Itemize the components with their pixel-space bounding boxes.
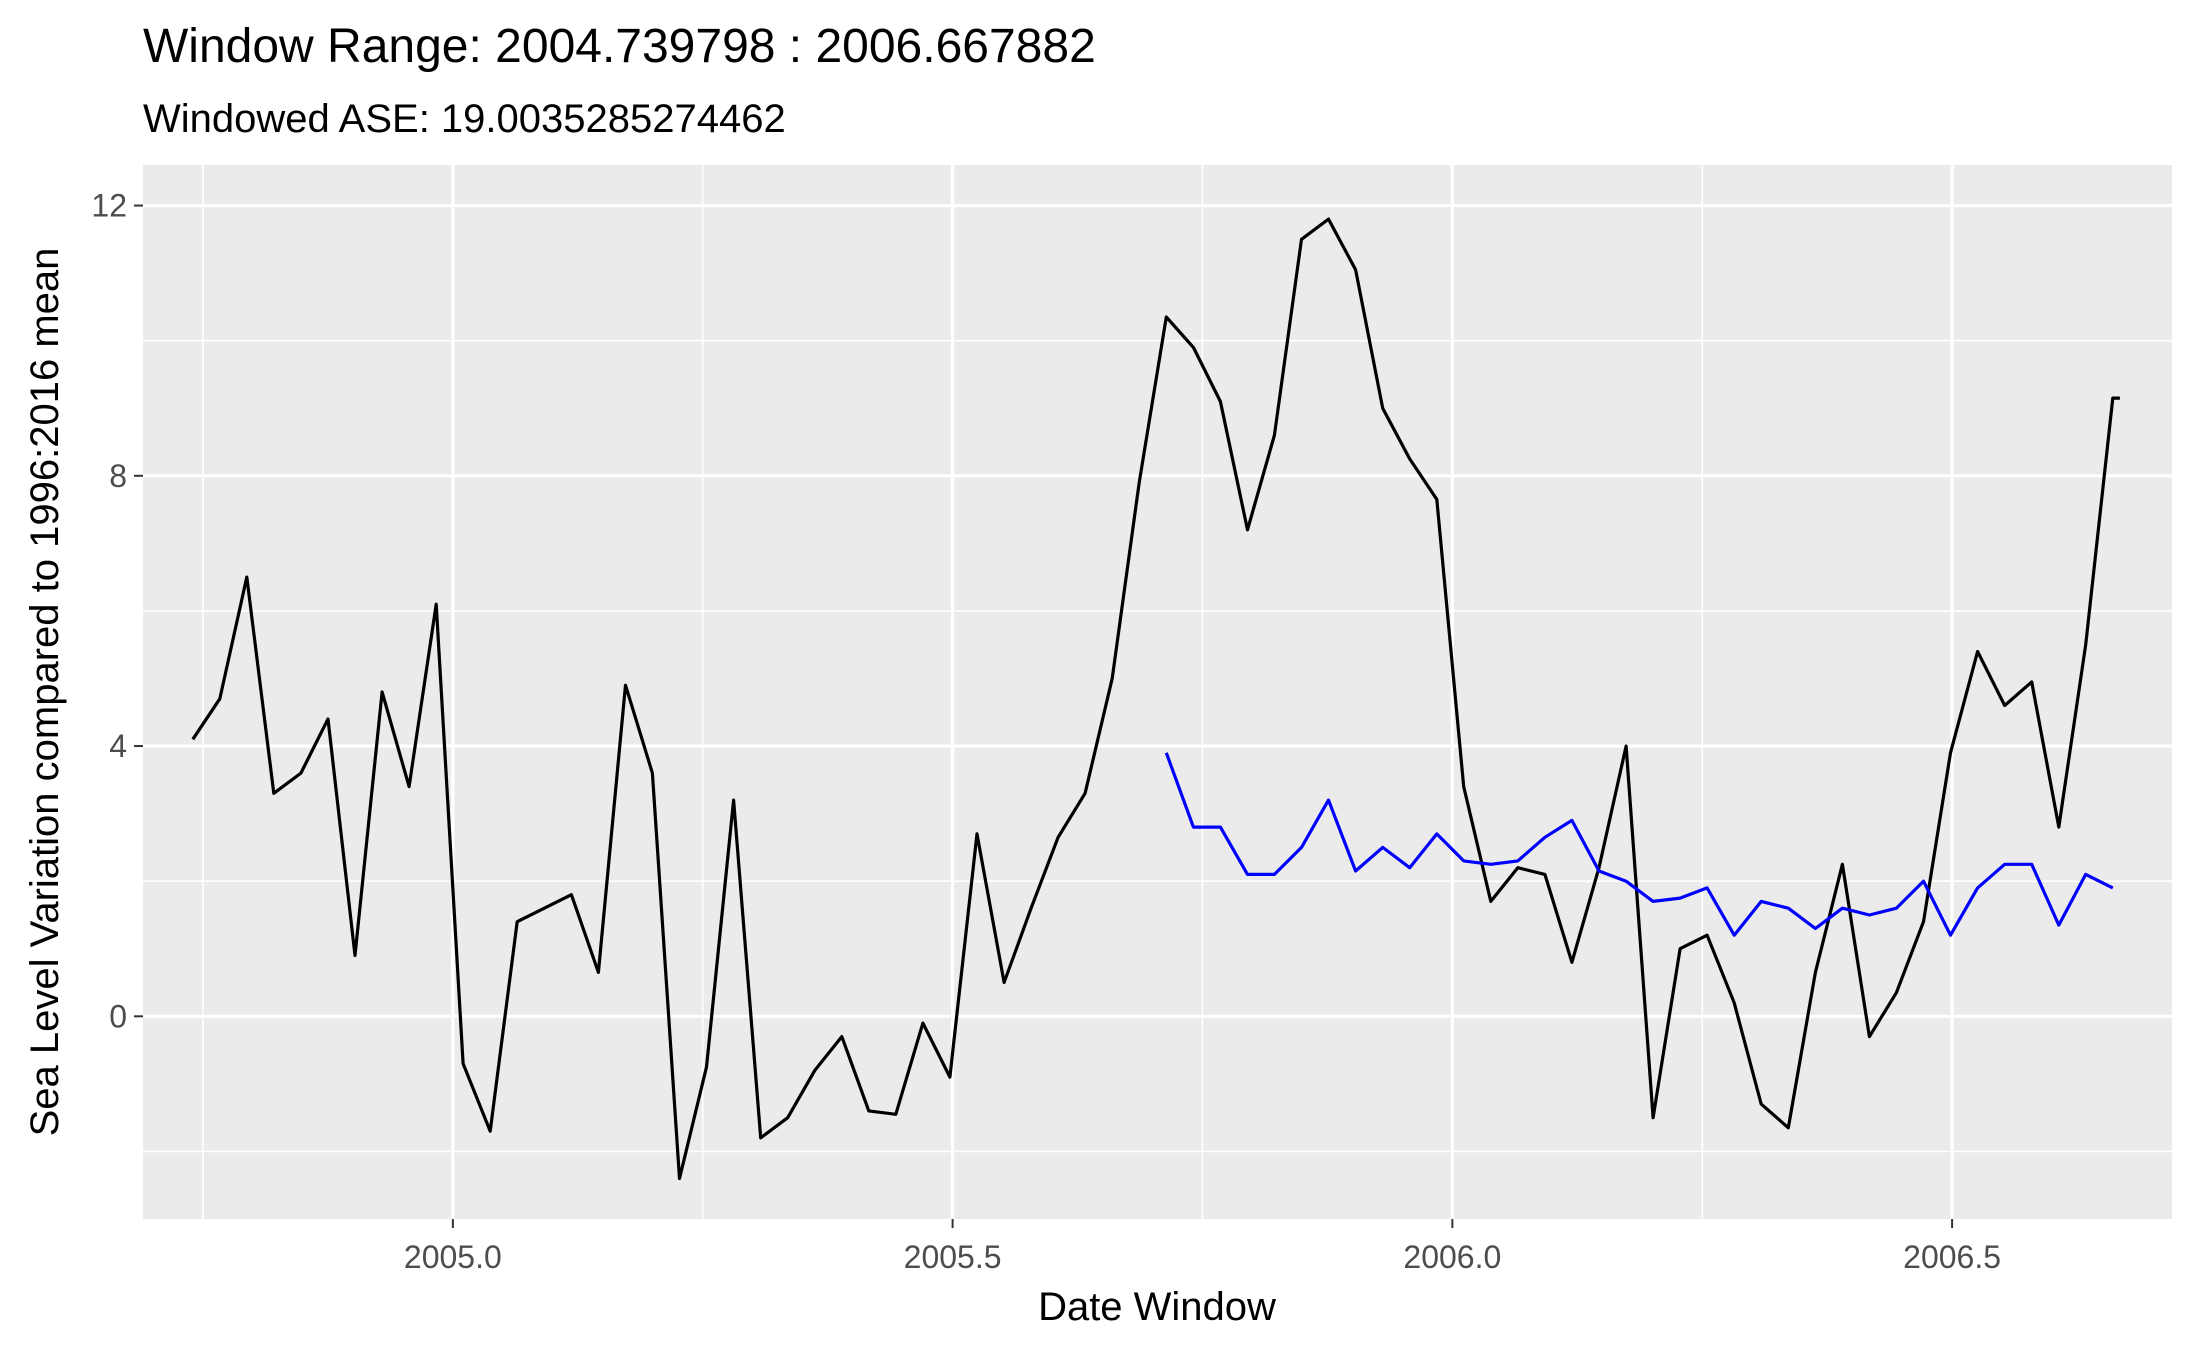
x-tick-label: 2005.5 (904, 1239, 1002, 1275)
y-axis-title: Sea Level Variation compared to 1996:201… (23, 248, 67, 1137)
y-tick-label: 12 (91, 188, 127, 224)
series-lines (191, 217, 2120, 1181)
x-axis-title: Date Window (1038, 1285, 1276, 1329)
y-tick-label: 0 (109, 998, 127, 1034)
y-tick-label: 4 (109, 728, 127, 764)
series-line-1 (191, 217, 2120, 1181)
x-tick-label: 2006.0 (1403, 1239, 1501, 1275)
x-tick-label: 2006.5 (1903, 1239, 2001, 1275)
chart-subtitle: Windowed ASE: 19.0035285274462 (143, 97, 786, 141)
series-line-2 (1164, 752, 2114, 937)
x-tick-label: 2005.0 (404, 1239, 502, 1275)
plot-panel (143, 165, 2172, 1219)
y-tick-label: 8 (109, 458, 127, 494)
axis-ticks: 2005.0 2005.5 2006.0 2006.5 0 4 8 12 (91, 188, 2001, 1275)
grid-lines (143, 165, 2172, 1219)
chart-title: Window Range: 2004.739798 : 2006.667882 (143, 20, 1096, 73)
